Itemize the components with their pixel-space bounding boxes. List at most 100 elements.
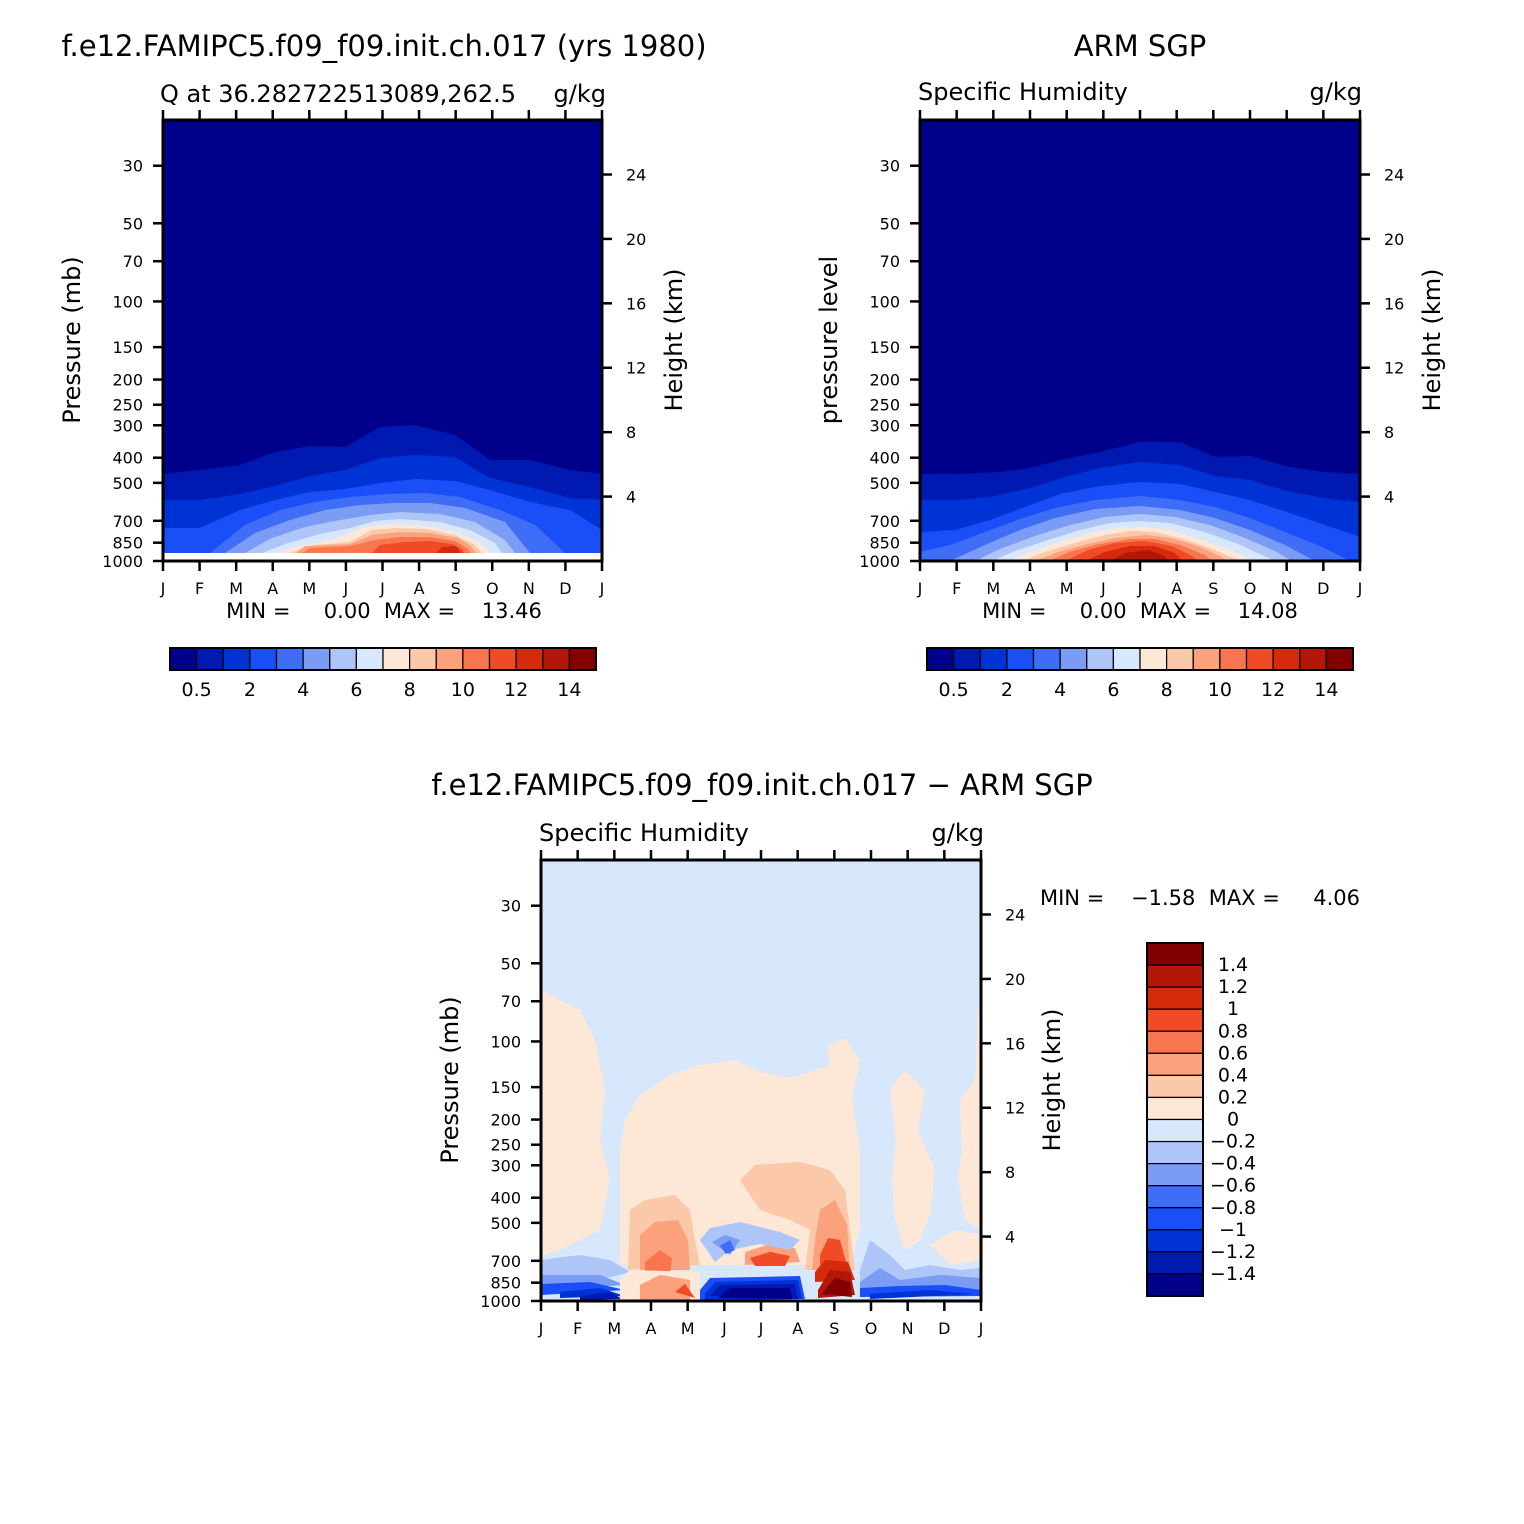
y2-tick-label: 12	[626, 359, 646, 378]
x-tick-label: M	[1060, 579, 1074, 598]
y-tick-label: 30	[123, 157, 143, 176]
y2-tick-label: 8	[1384, 423, 1394, 442]
colorbar-box	[1146, 1140, 1204, 1165]
min-max-text: MIN = 0.00 MAX = 14.08	[982, 599, 1298, 623]
x-tick-label: J	[1137, 579, 1143, 598]
colorbar-label: 0.8	[1218, 1020, 1248, 1042]
x-tick-label: M	[681, 1319, 695, 1338]
y2-tick-label: 20	[1384, 230, 1404, 249]
x-tick-label: S	[829, 1319, 839, 1338]
y-tick-label: 30	[880, 157, 900, 176]
colorbar-box	[1139, 647, 1168, 671]
panel-model: f.e12.FAMIPC5.f09_f09.init.ch.017 (yrs 1…	[58, 29, 707, 701]
colorbar-box	[1146, 1163, 1204, 1187]
y-tick-label: 300	[869, 416, 900, 435]
colorbar-label: 0.5	[182, 679, 212, 701]
units-string: g/kg	[1310, 78, 1362, 106]
colorbar-label: −0.8	[1210, 1197, 1256, 1219]
x-tick-label: A	[267, 579, 278, 598]
y2-tick-label: 16	[626, 294, 646, 313]
y-tick-label: 400	[490, 1189, 521, 1208]
colorbar-label: 12	[1261, 679, 1285, 701]
colorbar-label: 0.2	[1218, 1086, 1248, 1108]
y2-tick-label: 4	[1005, 1228, 1015, 1247]
x-tick-label: J	[379, 579, 385, 598]
colorbar-label: −1.4	[1210, 1263, 1256, 1285]
colorbar-box	[1146, 986, 1204, 1010]
colorbar-box	[1146, 1008, 1204, 1032]
units-string: g/kg	[554, 80, 606, 108]
y2-tick-label: 12	[1384, 359, 1404, 378]
x-tick-label: A	[1171, 579, 1182, 598]
colorbar-box	[275, 647, 304, 671]
colorbar-box	[1146, 1096, 1204, 1121]
colorbar-box	[1146, 1030, 1204, 1054]
left-string: Specific Humidity	[918, 78, 1128, 106]
y-tick-label: 700	[112, 512, 143, 531]
y-tick-label: 50	[123, 214, 143, 233]
x-tick-label: F	[573, 1319, 582, 1338]
colorbar-box	[1146, 964, 1204, 988]
y-axis-label: pressure level	[815, 256, 843, 424]
x-tick-label: S	[451, 579, 461, 598]
colorbar-box	[329, 647, 357, 671]
contour-field	[163, 120, 602, 561]
colorbar-box	[1032, 647, 1061, 671]
colorbar-box	[1146, 1207, 1204, 1231]
colorbar-box	[1146, 1118, 1204, 1143]
colorbar-label: 1	[1227, 998, 1239, 1020]
x-tick-label: N	[902, 1319, 914, 1338]
y2-tick-label: 20	[1005, 970, 1025, 989]
colorbar-box	[462, 647, 491, 671]
x-tick-label: A	[1025, 579, 1036, 598]
y-axis-label: Pressure (mb)	[58, 256, 86, 423]
colorbar-box	[1166, 647, 1194, 671]
y-tick-label: 200	[112, 371, 143, 390]
y-tick-label: 250	[869, 396, 900, 415]
y-tick-label: 50	[501, 954, 521, 973]
y-tick-label: 150	[869, 338, 900, 357]
colorbar-frame	[1146, 942, 1204, 1297]
colorbar-box	[568, 647, 597, 671]
x-tick-label: J	[343, 579, 349, 598]
colorbar-box	[1299, 647, 1327, 671]
colorbar-label: 0	[1227, 1109, 1239, 1131]
x-tick-label: D	[938, 1319, 950, 1338]
y2-axis-label: Height (km)	[1038, 1009, 1066, 1152]
colorbar-box	[355, 647, 384, 671]
colorbar-label: 8	[404, 679, 416, 701]
y-tick-label: 70	[501, 992, 521, 1011]
y-tick-label: 200	[490, 1111, 521, 1130]
y2-tick-label: 16	[1384, 294, 1404, 313]
colorbar-label: −0.2	[1210, 1131, 1256, 1153]
x-tick-label: M	[302, 579, 316, 598]
x-tick-label: N	[1281, 579, 1293, 598]
min-max-text: MIN = 0.00 MAX = 13.46	[226, 599, 542, 623]
y2-tick-label: 8	[1005, 1163, 1015, 1182]
colorbar-box	[1192, 647, 1221, 671]
colorbar-box	[515, 647, 544, 671]
colorbar: 0.5 2 4 6 8 10 12 14	[926, 647, 1354, 701]
colorbar: 1.41.210.80.60.40.20−0.2−0.4−0.6−0.8−1−1…	[1146, 942, 1256, 1297]
y2-tick-label: 8	[626, 423, 636, 442]
y-tick-label: 500	[869, 474, 900, 493]
colorbar-box	[169, 647, 198, 671]
y-tick-label: 50	[880, 214, 900, 233]
colorbar-label: 4	[1054, 679, 1066, 701]
colorbar-label: 0.4	[1218, 1064, 1248, 1086]
x-tick-label: O	[865, 1319, 878, 1338]
x-tick-label: J	[978, 1319, 984, 1338]
colorbar-label: 0.6	[1218, 1042, 1248, 1064]
x-tick-label: D	[559, 579, 571, 598]
y-tick-label: 500	[490, 1214, 521, 1233]
colorbar-label: 2	[1001, 679, 1013, 701]
colorbar-label: 8	[1161, 679, 1173, 701]
x-tick-label: J	[758, 1319, 764, 1338]
y-tick-label: 70	[880, 252, 900, 271]
y-tick-label: 1000	[859, 552, 900, 571]
colorbar-box	[1146, 1251, 1204, 1275]
y2-tick-label: 4	[626, 488, 636, 507]
y-tick-label: 250	[490, 1136, 521, 1155]
colorbar-box	[1146, 1185, 1204, 1209]
x-tick-label: J	[538, 1319, 544, 1338]
